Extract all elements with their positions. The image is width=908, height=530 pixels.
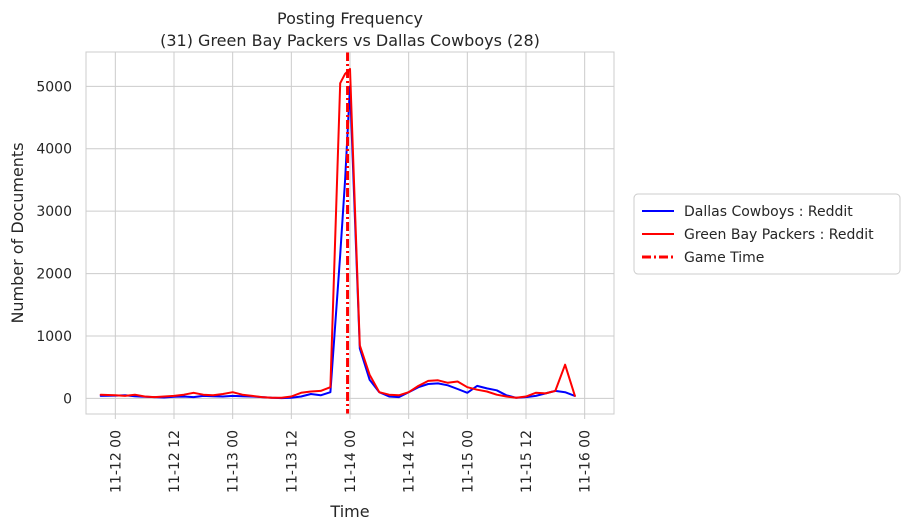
series-lines xyxy=(99,67,576,400)
series-line-dallas-cowboys xyxy=(99,85,576,400)
x-axis-label: Time xyxy=(329,502,369,521)
chart-title-line-2: (31) Green Bay Packers vs Dallas Cowboys… xyxy=(160,31,540,50)
y-tick-label: 3000 xyxy=(36,204,72,220)
chart-title-line-1: Posting Frequency xyxy=(277,9,423,28)
x-tick-label: 11-13 00 xyxy=(226,430,242,493)
legend-label-dallas: Dallas Cowboys : Reddit xyxy=(684,204,853,220)
legend: Dallas Cowboys : Reddit Green Bay Packer… xyxy=(633,193,901,275)
legend-label-green-bay: Green Bay Packers : Reddit xyxy=(684,227,874,243)
y-tick-labels: 0 1000 2000 3000 4000 5000 xyxy=(36,79,72,407)
x-tick-label: 11-14 12 xyxy=(402,430,418,493)
series-line-green-bay-packers xyxy=(99,67,576,399)
x-tick-label: 11-14 00 xyxy=(343,430,359,493)
y-tick-label: 5000 xyxy=(36,79,72,95)
x-tick-label: 11-15 00 xyxy=(460,430,476,493)
x-tick-label: 11-15 12 xyxy=(519,430,535,493)
y-tick-label: 4000 xyxy=(36,142,72,158)
y-gridlines xyxy=(86,85,614,399)
x-tick-label: 11-16 00 xyxy=(578,430,594,493)
legend-label-game-time: Game Time xyxy=(684,250,764,266)
legend-box xyxy=(633,193,901,275)
x-tick-label: 11-13 12 xyxy=(284,430,300,493)
y-tick-label: 2000 xyxy=(36,267,72,283)
y-tick-label: 0 xyxy=(63,391,72,407)
x-tick-label: 11-12 12 xyxy=(167,430,183,493)
x-tick-labels: 11-12 00 11-12 12 11-13 00 11-13 12 11-14 00… xyxy=(108,414,594,493)
x-tick-label: 11-12 00 xyxy=(108,430,124,493)
y-tick-label: 1000 xyxy=(36,329,72,345)
y-axis-label: Number of Documents xyxy=(8,142,27,323)
